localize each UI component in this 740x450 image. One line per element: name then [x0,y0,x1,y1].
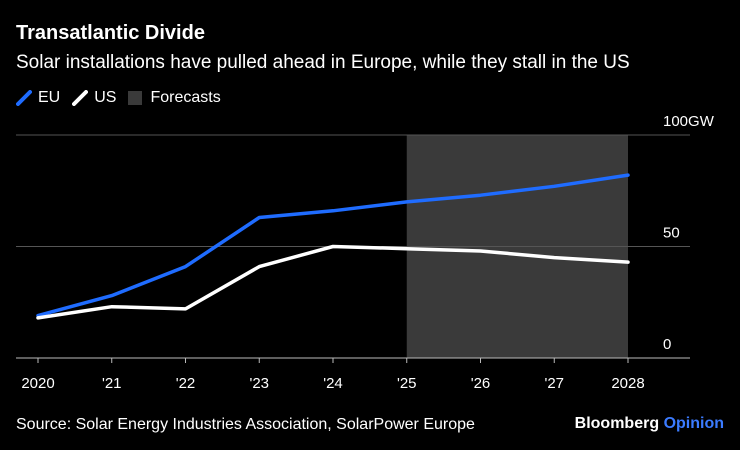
x-tick-label: '25 [397,375,417,392]
x-tick-label: '22 [176,375,196,392]
brand-main: Bloomberg [574,415,660,432]
legend: EU US Forecasts [16,89,233,107]
x-tick-label: '24 [323,375,343,392]
source-note: Source: Solar Energy Industries Associat… [16,416,475,433]
series-line-us [36,244,630,320]
legend-label-eu: EU [38,89,61,106]
x-tick-label: '27 [544,375,564,392]
chart-subtitle: Solar installations have pulled ahead in… [16,52,630,73]
legend-label-forecasts: Forecasts [150,89,221,106]
legend-swatch-us [72,90,89,106]
legend-label-us: US [94,89,117,106]
x-tick-label: 2028 [611,375,644,392]
y-tick-label: 100GW [663,113,715,130]
series-line-eu [36,173,630,318]
chart-title: Transatlantic Divide [16,22,205,44]
x-tick-label: '26 [471,375,491,392]
legend-swatch-eu [16,90,32,106]
brand-logo: Bloomberg Opinion [575,415,724,433]
brand-accent: Opinion [663,415,724,432]
x-tick-label: 2020 [21,375,54,392]
x-tick-label: '21 [102,375,122,392]
y-tick-label: 50 [663,225,680,242]
x-tick-label: '23 [249,375,269,392]
legend-swatch-forecasts [128,91,143,105]
y-tick-label: 0 [663,336,671,353]
legend-item-forecasts: Forecasts [128,89,221,107]
legend-item-eu: EU [16,89,60,107]
legend-item-us: US [72,89,116,107]
